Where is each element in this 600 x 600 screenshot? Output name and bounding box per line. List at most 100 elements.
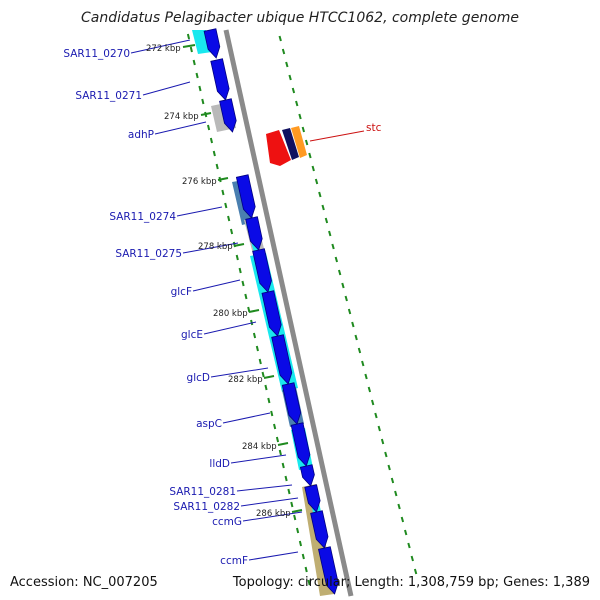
inner-tick [270,410,274,417]
outer-tick [331,243,335,250]
stc-orange-block [291,126,307,158]
stc-red-block [266,130,291,166]
inner-tick [275,436,280,443]
leader-line [210,367,269,378]
stc-navy-block [282,128,299,160]
outer-tick [314,178,319,185]
leader-line [230,454,287,464]
inner-tick [224,202,228,209]
gene-label-glce: glcE [181,329,203,341]
cds-sar11-0275 [245,216,263,251]
outer-tick [328,230,332,237]
outer-tick [298,113,302,120]
gene-labels: SAR11_0270 SAR11_0271 adhP SAR11_0274 SA… [63,48,381,567]
cds-track [203,28,339,595]
leader-line [240,497,299,507]
kbp-280: 280 kbp [213,309,248,319]
gene-label-ccmf: ccmF [220,555,248,567]
kbp-272: 272 kbp [146,44,181,54]
inner-tick [261,371,265,378]
kbp-278: 278 kbp [198,242,233,252]
inner-tick [301,553,305,560]
gene-label-aspc: aspC [196,418,222,430]
kbp-282: 282 kbp [228,375,263,385]
cds-sar11-0274 [235,174,256,219]
outer-tick [377,425,381,432]
inner-tick [293,514,297,521]
kbp-286: 286 kbp [256,509,291,519]
outer-tick [291,87,296,94]
genome-backbone [223,29,354,597]
kbp-276: 276 kbp [182,177,217,187]
stc-feature [266,126,365,166]
inner-tick [201,98,205,105]
gene-label-sar11-0270: SAR11_0270 [63,48,130,60]
inner-tick [267,397,271,404]
gene-label-sar11-0275: SAR11_0275 [115,248,182,260]
outer-tick [357,347,362,354]
outer-tick [410,555,414,562]
inner-tick [207,124,211,131]
inner-tick [255,345,259,352]
inner-tick [221,189,225,196]
inner-tick [212,150,216,157]
inner-tick [244,293,248,300]
inner-tick [186,33,191,40]
outer-tick [380,438,385,445]
outer-tick [281,48,286,55]
inner-tick [264,384,268,391]
cds-ccmg [310,510,329,549]
kbp-284: 284 kbp [242,442,277,452]
leader-line [222,412,271,424]
outer-tick [321,204,325,211]
leader-line [182,242,239,254]
inner-tick [241,280,245,287]
gene-label-ccmg: ccmG [212,516,242,528]
gene-label-glcd: glcD [187,372,210,384]
gene-label-stc: stc [366,122,382,134]
inner-tick [252,332,257,339]
outer-tick [318,191,322,198]
leader-line [236,484,293,492]
outer-tick [367,386,372,393]
inner-tick [304,566,308,573]
outer-tick [364,373,368,380]
gene-label-adhp: adhP [128,129,154,141]
outer-tick [361,360,365,367]
outer-tick [384,451,388,458]
inner-tick [287,488,291,495]
inner-tick [227,215,231,222]
cds-glce [261,290,282,337]
cds-glcf [252,248,272,293]
inner-tick [235,254,239,261]
leader-line [176,206,223,217]
gene-label-glcf: glcF [171,286,192,298]
inner-tick [290,501,294,508]
accession-text: Accession: NC_007205 [10,575,158,590]
inner-tick [298,540,303,547]
inner-tick [215,163,219,170]
inner-tick [296,527,300,534]
leader-line [142,81,191,96]
outer-tick-ring [278,35,418,575]
genome-summary-text: Topology: circular; Length: 1,308,759 bp… [232,575,590,590]
outer-tick [400,516,405,523]
outer-tick [404,529,408,536]
leader-line [242,511,303,522]
inner-tick [209,137,214,144]
cds-adhp [219,98,237,133]
cds-lldd [290,422,311,467]
outer-tick [394,490,398,497]
cds-sar11-0270 [203,28,221,59]
cds-sar11-0282 [304,484,321,513]
outer-tick [374,412,378,419]
cds-aspc [281,382,302,425]
inner-tick-ring [186,33,311,586]
inner-tick [238,267,242,274]
outer-tick [344,295,348,302]
gene-label-sar11-0274: SAR11_0274 [109,211,176,223]
stc-leader-line [309,130,365,142]
cds-sar11-0271 [210,58,230,101]
outer-tick [304,139,309,146]
